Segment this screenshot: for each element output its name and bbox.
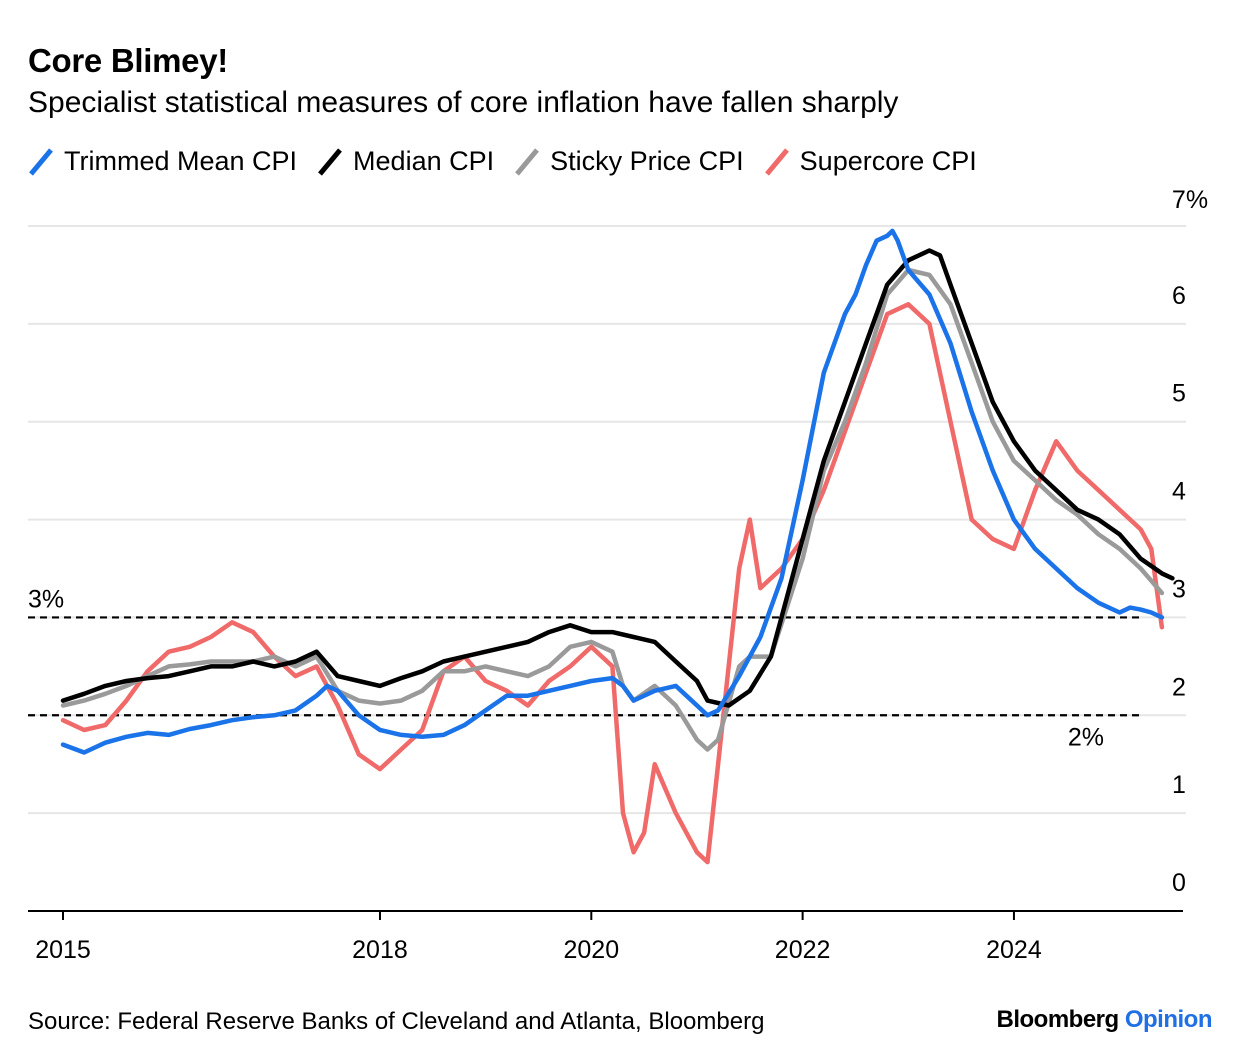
legend-swatch-sticky-price	[515, 147, 540, 176]
series-line-trimmed-mean-cpi	[60, 228, 1165, 755]
series-line-median-cpi	[60, 248, 1175, 708]
y-tick-label-6: 6	[1172, 282, 1186, 310]
x-tick-label-2022: 2022	[775, 936, 831, 964]
legend-label-sticky-price: Sticky Price CPI	[550, 146, 744, 176]
y-tick-label-4: 4	[1172, 478, 1186, 506]
legend-item-median: Median CPI	[317, 146, 494, 177]
legend-label-supercore: Supercore CPI	[799, 146, 977, 176]
y-tick-label-7: 7%	[1172, 186, 1208, 214]
legend-label-trimmed-mean: Trimmed Mean CPI	[64, 146, 298, 176]
legend-item-sticky-price: Sticky Price CPI	[514, 146, 744, 177]
legend-swatch-supercore	[764, 147, 789, 176]
legend-item-trimmed-mean: Trimmed Mean CPI	[28, 146, 297, 177]
reference-label-2: 2%	[1068, 723, 1104, 751]
y-tick-label-1: 1	[1172, 771, 1186, 799]
chart-title: Core Blimey!	[28, 42, 228, 79]
x-tick-label-2015: 2015	[35, 936, 91, 964]
legend-item-supercore: Supercore CPI	[764, 146, 977, 177]
x-tick-label-2024: 2024	[986, 936, 1042, 964]
series-line-supercore-cpi	[60, 302, 1165, 865]
x-tick-label-2018: 2018	[352, 936, 408, 964]
brand-name: Bloomberg	[996, 1006, 1120, 1033]
bloomberg-opinion-logo: Bloomberg Opinion	[997, 1006, 1213, 1034]
chart-subtitle: Specialist statistical measures of core …	[28, 86, 899, 119]
reference-label-3: 3%	[28, 585, 64, 613]
legend-label-median: Median CPI	[353, 146, 495, 176]
legend-swatch-median	[318, 147, 342, 176]
source-note: Source: Federal Reserve Banks of Clevela…	[28, 1008, 765, 1035]
y-tick-label-2: 2	[1172, 673, 1186, 701]
y-tick-label-5: 5	[1172, 380, 1186, 408]
y-tick-label-3: 3	[1172, 575, 1186, 603]
brand-opinion: Opinion	[1124, 1006, 1213, 1033]
legend-swatch-trimmed-mean	[29, 147, 53, 176]
y-tick-label-0: 0	[1172, 869, 1186, 897]
chart-legend: Trimmed Mean CPI Median CPI Sticky Price…	[28, 146, 997, 177]
x-tick-label-2020: 2020	[563, 936, 619, 964]
